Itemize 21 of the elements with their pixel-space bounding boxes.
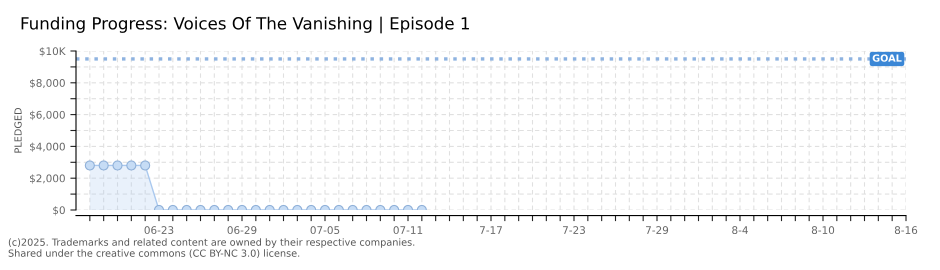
y-tick-label: $10K [40,47,66,56]
ref-line-label: GOAL [872,54,902,62]
y-tick-label: $6,000 [30,110,65,120]
y-tick-label: $4,000 [30,142,65,152]
x-tick-label: 06-23 [144,226,174,234]
text: (c)2025. Trademarks and related content are owned by their respective companies. [8,238,414,248]
y-axis-title: PLEDGED [14,108,22,153]
x-tick-label: 07-05 [310,226,340,234]
text: Shared under the creative commons (CC BY-NC 3.0) license. [8,249,300,258]
chart-title: Funding Progress: Voices Of The Vanishing | Episode 1 [22,16,469,34]
x-tick-label: 8-4 [732,226,748,234]
y-tick-label: $8,000 [30,78,65,88]
x-tick-label: 8-10 [812,226,834,234]
x-tick-label: 7-29 [646,226,668,234]
x-tick-label: 8-16 [894,226,918,234]
x-tick-label: 06-29 [228,226,256,234]
x-tick-label: 07-11 [394,226,422,234]
x-tick-label: 7-17 [480,226,502,234]
x-tick-label: 7-23 [563,226,585,234]
y-tick-label: $0 [53,206,65,216]
y-tick-label: $2,000 [30,174,65,184]
